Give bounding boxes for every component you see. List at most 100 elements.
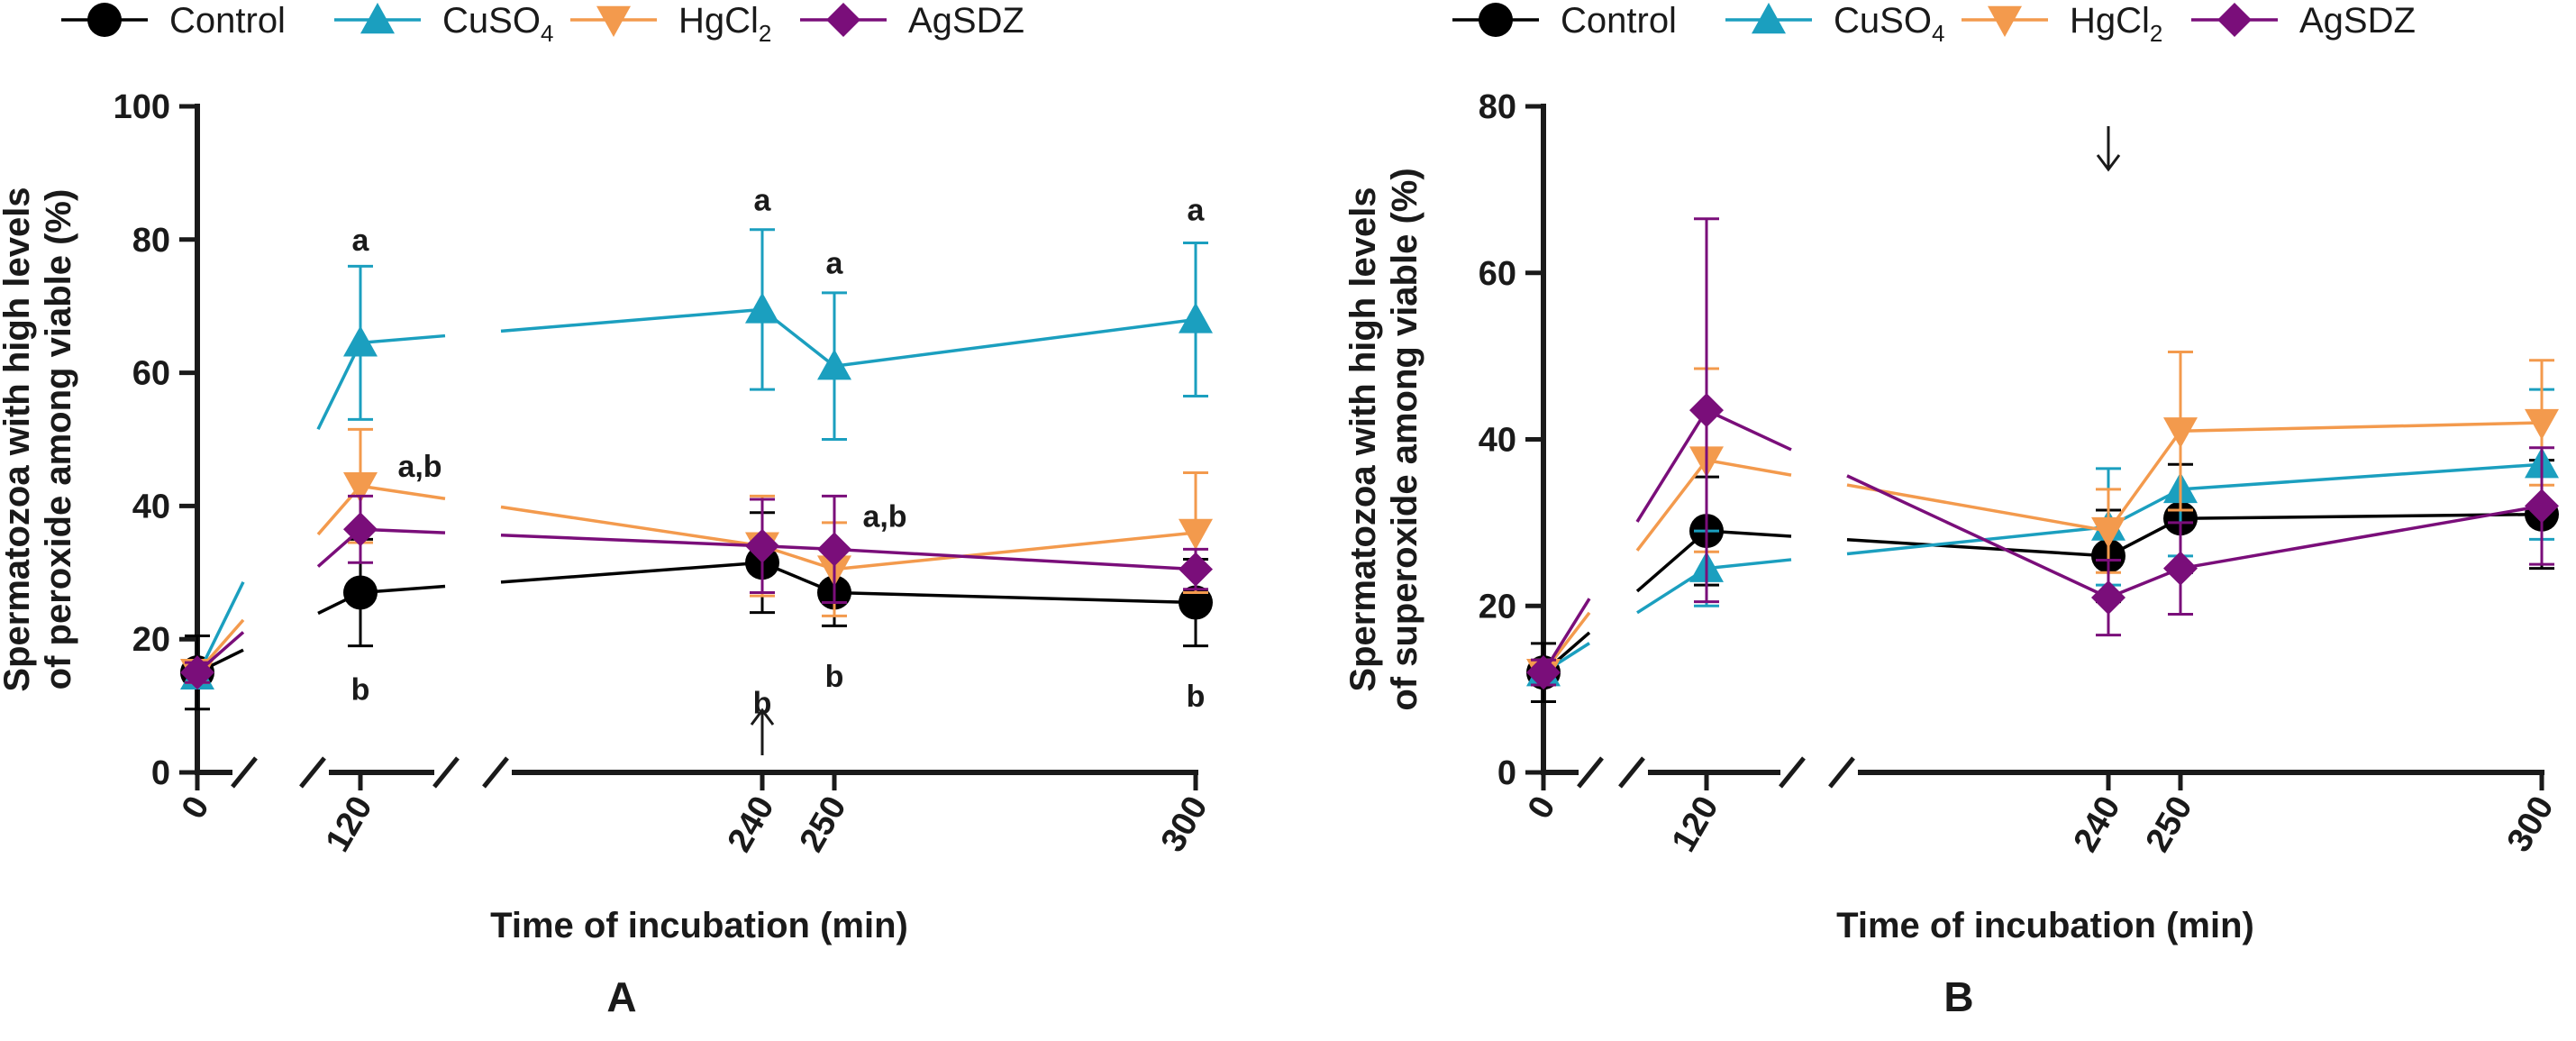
series-agsdz [1526, 217, 2559, 690]
series-line-segment [1706, 408, 1792, 452]
data-point-agsdz [1689, 393, 1724, 428]
data-point-agsdz [817, 532, 851, 567]
legend-marker-cuso4 [1752, 3, 1786, 34]
legend-item-control: Control [61, 1, 286, 41]
significance-label: a,b [397, 450, 441, 484]
y-tick-label: 40 [1479, 422, 1516, 460]
data-point-agsdz [2091, 580, 2125, 616]
series-line-segment [2107, 430, 2182, 533]
legend-marker-agsdz [2217, 3, 2252, 37]
series-line-segment [360, 484, 446, 500]
data-point-cuso4 [745, 292, 779, 324]
legend-marker-hgcl2 [1988, 5, 2022, 38]
panel-label: A [606, 973, 636, 1020]
arrow-down-icon [2096, 154, 2121, 172]
y-tick-label: 40 [132, 488, 170, 525]
series-line-segment [316, 342, 362, 431]
series-line-segment [1706, 458, 1792, 477]
y-axis: 0 20 40 60 80 [1479, 88, 1546, 792]
axis-break-mark [1779, 756, 1806, 789]
legend-label-hgcl2: HgCl2 [2070, 1, 2162, 47]
data-point-agsdz [2163, 551, 2198, 586]
y-axis-title: Spermatozoa with high levelsof peroxide … [0, 187, 78, 691]
y-tick-label: 0 [1497, 754, 1516, 792]
axis-break-mark [432, 756, 460, 789]
series-line-segment [1846, 538, 2109, 558]
legend-item-cuso4: CuSO4 [334, 1, 553, 47]
legend-label-control: Control [1561, 1, 1677, 41]
data-point-agsdz [745, 528, 779, 563]
series-hgcl2 [180, 427, 1213, 690]
series-line-segment [2180, 504, 2543, 571]
x-tick-label: 120 [319, 790, 380, 859]
y-tick-label: 20 [1479, 588, 1516, 626]
series-agsdz [180, 494, 1213, 690]
significance-label: a [826, 247, 844, 281]
legend-marker-control [87, 3, 122, 37]
data-point-agsdz [343, 512, 378, 547]
series-line-segment [833, 547, 1197, 571]
series-line-segment [1635, 459, 1708, 552]
chart-panel-a: 0 120 240 250 300 0 20 40 60 80 100 Time of incubat… [0, 88, 1215, 1020]
x-tick-label: 240 [2067, 790, 2128, 859]
series-line-segment [833, 590, 1197, 605]
x-axis: 0 120 240 250 300 [1521, 756, 2562, 859]
legend-panel-b: Control CuSO4 HgCl2 AgSDZ [1452, 1, 2416, 47]
x-tick-label: 300 [2500, 790, 2562, 859]
legend-panel-a: Control CuSO4 HgCl2 AgSDZ [61, 1, 1024, 47]
data-point-hgcl2 [2525, 408, 2559, 441]
legend-item-cuso4: CuSO4 [1725, 1, 1944, 47]
x-tick-label: 0 [175, 790, 217, 826]
data-point-hgcl2 [2091, 516, 2125, 549]
series-line-segment [833, 531, 1197, 571]
data-point-hgcl2 [343, 472, 378, 504]
series-line-segment [500, 533, 763, 548]
data-point-agsdz [1526, 655, 1561, 690]
series-cuso4 [180, 228, 1213, 690]
legend-item-agsdz: AgSDZ [2191, 1, 2416, 41]
x-tick-label: 240 [721, 790, 782, 859]
series-line-segment [500, 561, 763, 584]
y-axis: 0 20 40 60 80 100 [114, 88, 200, 792]
legend-item-agsdz: AgSDZ [800, 1, 1024, 41]
legend-label-control: Control [169, 1, 286, 41]
y-tick-label: 60 [132, 355, 170, 393]
data-point-hgcl2 [2163, 417, 2198, 449]
series-line-segment [2180, 462, 2543, 491]
x-tick-label: 0 [1521, 790, 1563, 826]
data-point-agsdz [2525, 489, 2559, 524]
legend-marker-hgcl2 [596, 5, 631, 38]
axis-break-mark [1577, 756, 1604, 789]
significance-label: b [351, 673, 370, 708]
data-point-cuso4 [343, 325, 378, 357]
legend-label-cuso4: CuSO4 [1834, 1, 1944, 47]
data-point-control [1179, 585, 1213, 620]
series-line-segment [1635, 409, 1708, 523]
significance-label: a,b [862, 499, 906, 534]
series-control [1526, 459, 2559, 703]
series-line-segment [1846, 525, 2109, 556]
y-axis-title: Spermatozoa with high levelsof superoxid… [1343, 168, 1425, 710]
legend-label-agsdz: AgSDZ [908, 1, 1024, 41]
y-tick-label: 100 [114, 88, 170, 126]
data-point-hgcl2 [1179, 518, 1213, 550]
x-tick-label: 300 [1154, 790, 1215, 859]
significance-label: a [352, 224, 370, 258]
data-point-cuso4 [1179, 302, 1213, 333]
series-line-segment [500, 505, 763, 548]
x-axis-title: Time of incubation (min) [490, 906, 908, 945]
significance-label: a [754, 183, 772, 217]
significance-label: b [825, 660, 844, 694]
x-tick-label: 250 [793, 790, 854, 859]
legend-marker-control [1479, 3, 1513, 37]
arrow-up-icon [750, 708, 775, 726]
axis-break-mark [482, 756, 509, 789]
x-axis-title: Time of incubation (min) [1836, 906, 2254, 945]
series-line-segment [2180, 421, 2543, 434]
panel-label: B [1943, 973, 1973, 1020]
series-line-segment [1846, 474, 2109, 599]
axis-break-mark [1828, 756, 1855, 789]
series-line-segment [1846, 483, 2109, 533]
legend-marker-agsdz [826, 3, 860, 37]
